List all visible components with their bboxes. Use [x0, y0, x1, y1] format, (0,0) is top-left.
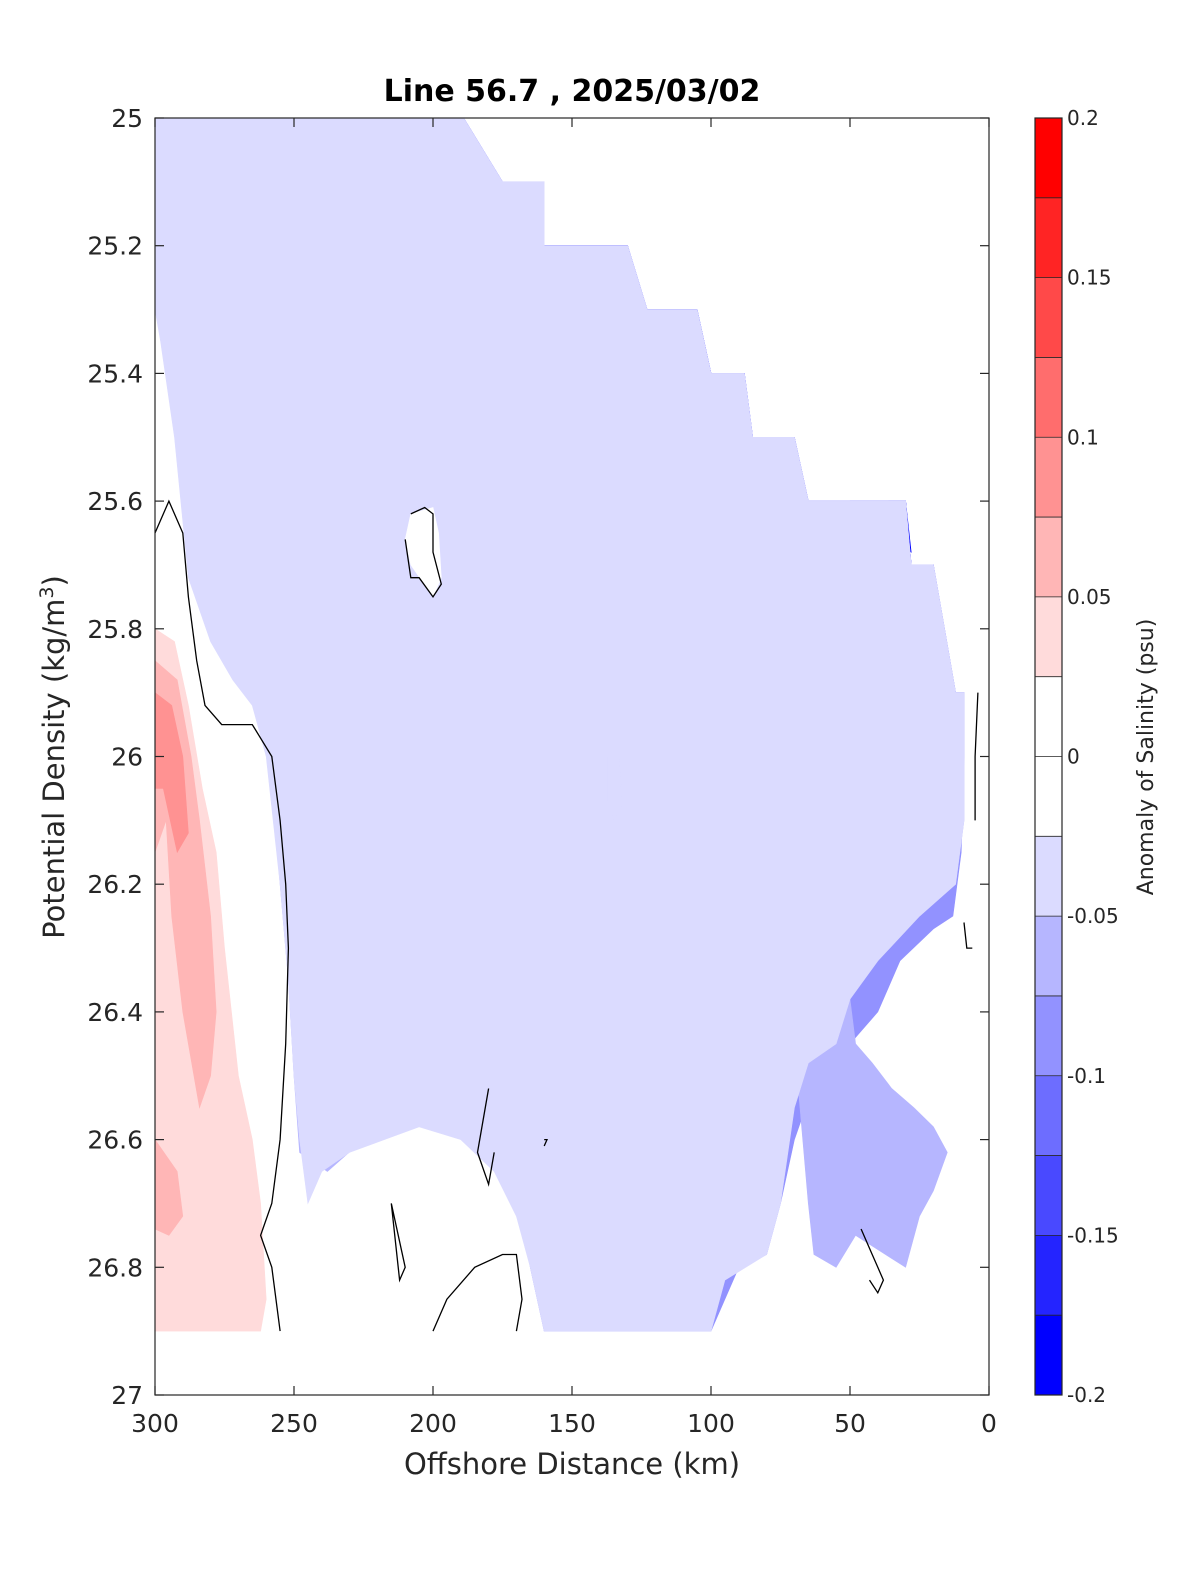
zero-contour-lines: [154, 499, 979, 1332]
colorbar: 0.2 0.15 0.1 0.05 0 -0.05 -0.1 -0.15 -0.2: [1034, 106, 1119, 1407]
colorbar-tick-label: 0: [1067, 745, 1080, 769]
colorbar-tick-label: -0.05: [1067, 904, 1119, 928]
zero-contour-4: [390, 1203, 406, 1283]
colorbar-band: [1035, 995, 1062, 1077]
x-axis-label: Offshore Distance (km): [404, 1447, 740, 1481]
contour-region-12: [154, 117, 965, 1332]
y-axis-label-main: Potential Density (kg/m: [37, 599, 71, 939]
x-tick-label: 300: [131, 1409, 179, 1438]
x-tick-label: 250: [270, 1409, 318, 1438]
colorbar-band: [1035, 197, 1062, 279]
y-tick-label: 26.8: [87, 1253, 143, 1282]
colorbar-band: [1035, 1155, 1062, 1236]
colorbar-band: [1035, 836, 1062, 917]
zero-contour-3: [543, 1138, 548, 1147]
colorbar-tick-label: -0.15: [1067, 1223, 1119, 1247]
y-tick-label: 25: [111, 104, 143, 133]
y-tick-label: 25.4: [87, 359, 143, 388]
colorbar-tick-label: -0.1: [1067, 1064, 1106, 1088]
x-tick-label: 0: [981, 1409, 997, 1438]
zero-contour-1: [404, 506, 443, 599]
y-axis-label-close: ): [37, 575, 71, 586]
y-axis: 25 25.2 25.4 25.6 25.8 26 26.2 26.4 26.6 26.8 27: [87, 104, 989, 1410]
colorbar-band: [1035, 756, 1062, 837]
colorbar-tick-label: -0.2: [1067, 1383, 1106, 1407]
y-tick-label: 25.2: [87, 232, 143, 261]
contour-fills: [154, 117, 979, 1332]
y-tick-label: 27: [111, 1381, 143, 1410]
colorbar-label: Anomaly of Salinity (psu): [1134, 619, 1159, 896]
y-axis-label-superscript: 3: [36, 586, 58, 598]
y-tick-label: 25.6: [87, 487, 143, 516]
zero-contour-6: [860, 1228, 885, 1295]
colorbar-band: [1035, 596, 1062, 678]
colorbar-tick-label: 0.05: [1067, 585, 1112, 609]
chart-title: Line 56.7 , 2025/03/02: [384, 74, 761, 109]
colorbar-band: [1035, 277, 1062, 358]
colorbar-band: [1035, 437, 1062, 518]
contour-region-21: [638, 736, 662, 783]
colorbar-band: [1035, 676, 1062, 757]
zero-contour-2: [476, 1088, 495, 1187]
colorbar-band: [1035, 1235, 1062, 1316]
colorbar-frame: [1034, 117, 1063, 1396]
zero-contour-5: [432, 1253, 523, 1332]
zero-contour-8: [963, 922, 973, 949]
x-axis: 300 250 200 150 100 50 0: [131, 118, 997, 1438]
contour-region-14: [966, 692, 979, 821]
y-axis-label: Potential Density (kg/m3): [36, 575, 71, 939]
colorbar-band: [1035, 357, 1062, 438]
y-tick-label: 26.2: [87, 870, 143, 899]
colorbar-band: [1035, 118, 1062, 199]
x-tick-label: 100: [687, 1409, 735, 1438]
y-tick-label: 25.8: [87, 615, 143, 644]
colorbar-band: [1035, 1315, 1062, 1396]
colorbar-band: [1035, 517, 1062, 598]
y-tick-label: 26: [111, 743, 143, 772]
zero-contour-7: [974, 692, 979, 821]
x-tick-label: 200: [409, 1409, 457, 1438]
y-tick-label: 26.6: [87, 1126, 143, 1155]
colorbar-tick-label: 0.15: [1067, 266, 1112, 290]
contour-region-22: [607, 756, 623, 822]
y-tick-label: 26.4: [87, 998, 143, 1027]
colorbar-tick-label: 0.2: [1067, 106, 1099, 130]
contour-region-18: [154, 691, 189, 854]
colorbar-band: [1035, 916, 1062, 997]
x-tick-label: 150: [548, 1409, 596, 1438]
colorbar-tick-label: 0.1: [1067, 425, 1099, 449]
x-tick-label: 50: [834, 1409, 866, 1438]
zero-contour-0: [154, 499, 290, 1332]
colorbar-band: [1035, 1075, 1062, 1157]
